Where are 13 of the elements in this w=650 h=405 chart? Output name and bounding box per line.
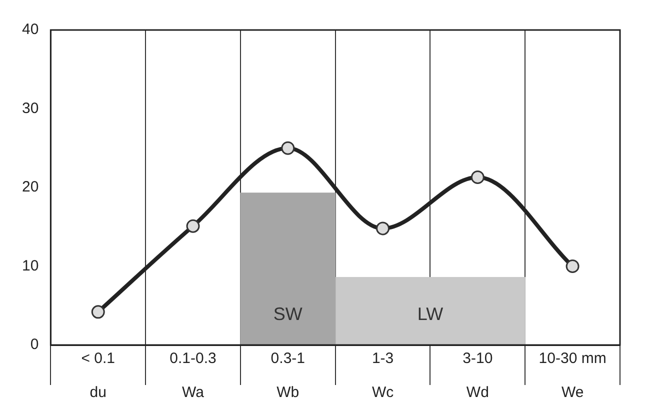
x-tick-label: 1-3 Wc [372,350,394,402]
x-tick-label: 10-30 mm We [538,350,606,402]
series-label: LW [417,304,444,324]
x-tick-label: 0.1-0.3 Wa [170,350,216,402]
x-tick-label: 0.3-1 Wb [270,350,305,402]
y-tick-label: 30 [22,100,39,117]
y-tick-label: 20 [22,178,39,196]
y-tick-label: 10 [22,257,39,274]
series-label: SW [273,304,302,324]
x-tick-label: 3-10 Wd [462,350,493,402]
x-tick-label: < 0.1 du [81,350,116,402]
y-tick-label: 40 [22,21,39,38]
y-tick-label: 0 [30,336,39,354]
